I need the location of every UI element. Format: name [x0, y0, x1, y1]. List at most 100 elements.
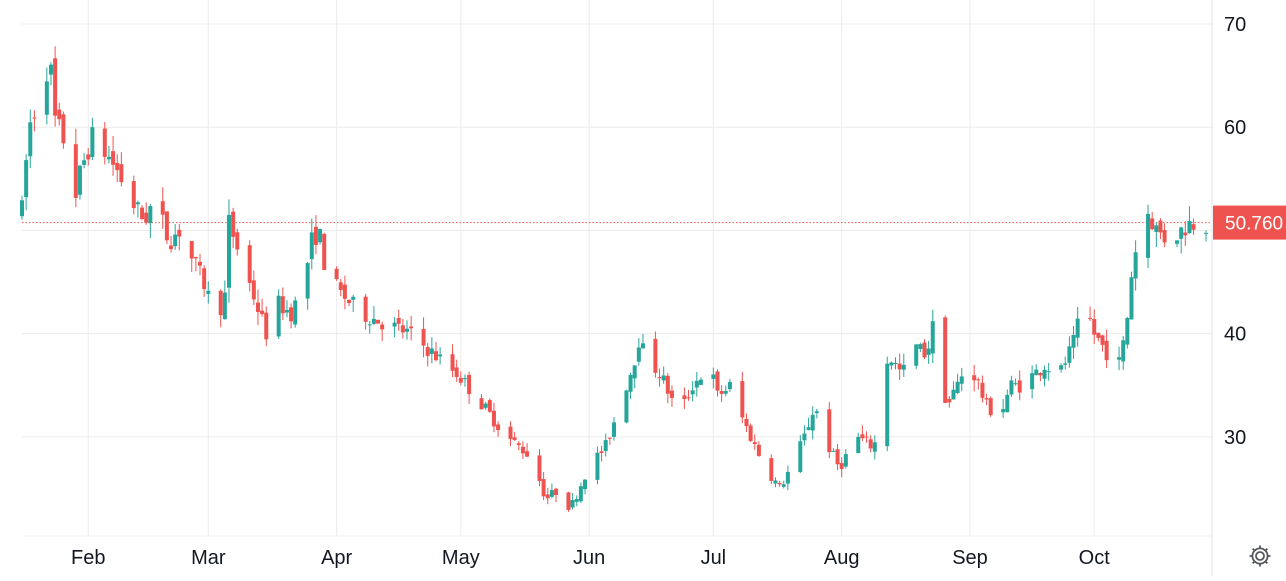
candle — [698, 377, 703, 386]
y-tick-label: 40 — [1224, 324, 1246, 346]
candle — [901, 353, 906, 378]
candle — [164, 211, 169, 245]
candle — [421, 317, 426, 358]
candle — [1009, 375, 1014, 397]
candle — [727, 378, 732, 392]
candle — [686, 389, 691, 401]
candle — [914, 343, 919, 370]
candle — [409, 315, 414, 341]
candle — [806, 417, 811, 431]
candle — [1162, 223, 1167, 248]
candle — [628, 372, 633, 399]
last-price-badge — [1213, 205, 1286, 240]
candle — [570, 493, 575, 510]
grid-layer — [22, 0, 1212, 536]
candle — [897, 353, 902, 380]
candle — [744, 413, 749, 433]
candle — [198, 253, 203, 276]
candle — [438, 347, 443, 365]
candle — [309, 218, 314, 270]
candle — [363, 293, 368, 330]
candle — [462, 374, 467, 387]
candle — [1088, 306, 1093, 322]
candle — [657, 368, 662, 387]
candle — [280, 287, 285, 321]
candle — [798, 435, 803, 474]
candle — [487, 398, 492, 413]
candle — [827, 402, 832, 459]
candle — [371, 306, 376, 325]
candle — [491, 402, 496, 433]
candle — [525, 443, 530, 458]
candle — [467, 371, 472, 404]
candle — [305, 261, 310, 310]
candle — [1059, 363, 1064, 373]
candle — [814, 408, 819, 419]
candle — [893, 357, 898, 370]
candle — [405, 320, 410, 340]
candle — [1183, 221, 1188, 246]
candle — [380, 321, 385, 342]
candle — [922, 339, 927, 360]
candle — [1030, 365, 1035, 399]
candle — [955, 373, 960, 395]
candle — [988, 396, 993, 417]
candle — [810, 406, 815, 440]
candle — [835, 444, 840, 471]
candle — [640, 333, 645, 349]
candle — [653, 331, 658, 378]
candle — [115, 154, 120, 183]
candle — [322, 232, 327, 271]
candle — [885, 356, 890, 452]
candle — [496, 421, 501, 437]
candle — [148, 203, 153, 238]
candle — [781, 480, 786, 489]
candle — [102, 122, 107, 165]
candle — [429, 337, 434, 364]
x-tick-label: Aug — [824, 547, 860, 569]
gear-icon — [1249, 545, 1271, 567]
candle — [338, 278, 343, 297]
candle — [694, 372, 699, 397]
candle — [189, 240, 194, 272]
candle — [264, 306, 269, 347]
candle — [864, 431, 869, 443]
candle — [342, 275, 347, 310]
candle — [1117, 346, 1122, 371]
candle — [293, 296, 298, 328]
candle — [251, 270, 256, 306]
candle — [756, 441, 761, 457]
candle — [947, 396, 952, 408]
settings-button[interactable] — [1244, 540, 1276, 572]
candle — [769, 454, 774, 484]
candle — [131, 175, 136, 215]
candle — [1150, 212, 1155, 230]
candle — [984, 393, 989, 406]
y-tick-label: 70 — [1224, 14, 1246, 36]
candle — [839, 457, 844, 478]
candle — [802, 425, 807, 446]
candle — [177, 224, 182, 251]
candle — [392, 317, 397, 338]
candle — [24, 154, 29, 211]
candle — [57, 102, 62, 126]
candle — [347, 299, 352, 307]
candle — [918, 342, 923, 352]
candle — [715, 369, 720, 397]
candle — [247, 240, 252, 292]
candle — [520, 441, 525, 460]
candle — [1154, 222, 1159, 248]
last-price-badge-layer: 50.760 — [1213, 205, 1286, 240]
candle — [566, 491, 571, 512]
candle — [943, 315, 948, 404]
candle — [1071, 326, 1076, 360]
candle — [289, 303, 294, 329]
candle — [82, 152, 87, 169]
candle — [868, 435, 873, 453]
candle — [77, 164, 82, 200]
candle — [454, 359, 459, 382]
candle — [73, 128, 78, 208]
candle — [777, 480, 782, 487]
candle — [86, 147, 91, 166]
